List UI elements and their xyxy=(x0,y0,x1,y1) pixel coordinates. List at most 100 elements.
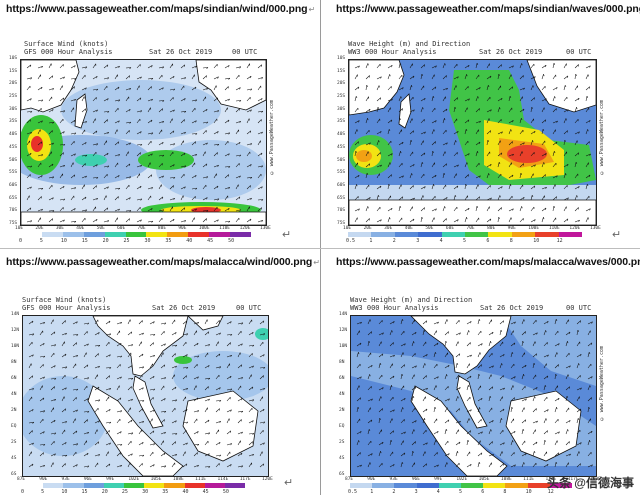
flow-arrow xyxy=(246,109,252,113)
flow-arrow xyxy=(543,375,549,380)
flow-arrow-head xyxy=(208,419,210,422)
flow-arrow xyxy=(356,407,359,413)
weather-map-panel-sindian-waves: Wave Height (m) and Direction WW3 000 Ho… xyxy=(334,40,608,248)
color-scale-label: 10 xyxy=(525,489,532,495)
flow-arrow xyxy=(169,185,174,190)
flow-arrow xyxy=(235,129,239,135)
flow-arrow-head xyxy=(468,119,470,122)
flow-arrow xyxy=(477,440,481,446)
flow-arrow-head xyxy=(553,62,556,66)
flow-arrow xyxy=(464,98,470,102)
flow-arrow xyxy=(215,341,219,347)
flow-arrow xyxy=(246,177,252,179)
flow-arrow xyxy=(431,96,434,102)
flow-arrow-head xyxy=(536,420,538,423)
flow-arrow-head xyxy=(368,429,371,432)
y-tick-label: 4S xyxy=(339,456,345,461)
flow-arrow-head xyxy=(186,409,188,412)
flow-arrow-head xyxy=(567,429,569,432)
flow-arrow xyxy=(411,365,417,369)
flow-arrow-head xyxy=(455,140,457,143)
flow-arrow xyxy=(193,444,199,446)
flow-arrow xyxy=(587,397,592,402)
flow-arrow-head xyxy=(252,332,254,335)
flow-arrow-head xyxy=(426,354,428,357)
flow-arrow-head xyxy=(591,342,593,345)
flow-arrow xyxy=(48,88,54,91)
flow-arrow xyxy=(59,185,65,190)
flow-arrow-head xyxy=(107,153,109,156)
flow-arrow xyxy=(116,410,122,413)
flow-arrow-head xyxy=(426,442,428,445)
flow-arrow xyxy=(246,75,252,80)
flow-arrow xyxy=(160,440,164,446)
flow-arrow xyxy=(204,419,210,424)
flow-arrow-head xyxy=(120,431,122,434)
flow-arrow xyxy=(50,344,56,347)
flow-arrow-head xyxy=(54,344,57,347)
flow-arrow xyxy=(191,208,197,212)
flow-arrow xyxy=(39,364,44,369)
flow-arrow xyxy=(83,343,89,347)
flow-arrow-head xyxy=(410,139,413,143)
flow-arrow-head xyxy=(151,221,154,223)
flow-arrow xyxy=(61,366,67,369)
flow-arrow-head xyxy=(162,196,164,199)
flow-arrow xyxy=(455,408,460,413)
flow-arrow-head xyxy=(228,119,230,122)
color-scale-swatch xyxy=(527,483,550,488)
flow-arrow xyxy=(464,162,468,168)
flow-arrow xyxy=(497,140,501,146)
flow-arrow xyxy=(354,141,359,146)
flow-arrow xyxy=(477,419,482,424)
flow-arrow xyxy=(224,107,228,113)
flow-arrow xyxy=(215,421,221,424)
y-tick-label: 12N xyxy=(339,328,348,333)
flow-arrow xyxy=(259,451,263,457)
flow-arrow xyxy=(191,141,196,146)
y-tick-label: 45S xyxy=(337,144,346,150)
flow-arrow-head xyxy=(261,111,264,113)
flow-arrow xyxy=(215,320,220,325)
flow-arrow xyxy=(39,342,45,347)
flow-arrow-head xyxy=(591,431,593,434)
flow-arrow-head xyxy=(501,186,503,189)
flow-arrow xyxy=(39,444,46,446)
flow-arrow xyxy=(138,463,143,468)
flow-arrow xyxy=(420,131,426,135)
flow-arrow xyxy=(565,319,569,325)
flow-arrow-head xyxy=(164,398,166,401)
flow-arrow xyxy=(193,431,199,435)
flow-arrow-head xyxy=(239,196,241,199)
flow-arrow xyxy=(235,209,241,212)
flow-arrow xyxy=(422,408,428,413)
flow-arrow-head xyxy=(477,96,479,99)
flow-arrow xyxy=(387,74,390,80)
flow-arrow xyxy=(455,320,460,325)
flow-arrow-head xyxy=(413,109,415,112)
flow-arrow-head xyxy=(96,177,99,180)
flow-arrow xyxy=(398,196,403,201)
flow-arrow xyxy=(499,429,504,435)
flow-arrow xyxy=(433,385,437,391)
flow-arrow xyxy=(554,440,558,446)
flow-arrow-head xyxy=(74,153,76,156)
x-tick-label: 120E xyxy=(590,477,601,482)
flow-arrow xyxy=(72,409,78,413)
flow-arrow xyxy=(83,431,89,435)
x-tick-label: 87E xyxy=(17,477,26,482)
flow-arrow xyxy=(246,164,252,168)
flow-arrow xyxy=(565,396,568,402)
flow-arrow xyxy=(125,163,131,168)
flow-arrow xyxy=(136,64,141,69)
flow-arrow xyxy=(398,184,402,190)
flow-arrow-head xyxy=(490,197,492,200)
flow-arrow xyxy=(158,129,163,135)
flow-arrow xyxy=(576,408,582,413)
flow-arrow-head xyxy=(457,131,459,134)
flow-arrow xyxy=(259,421,265,424)
flow-arrow xyxy=(367,429,370,435)
flow-arrow-head xyxy=(208,331,210,334)
flow-arrow xyxy=(92,130,98,135)
flow-arrow xyxy=(400,330,405,336)
